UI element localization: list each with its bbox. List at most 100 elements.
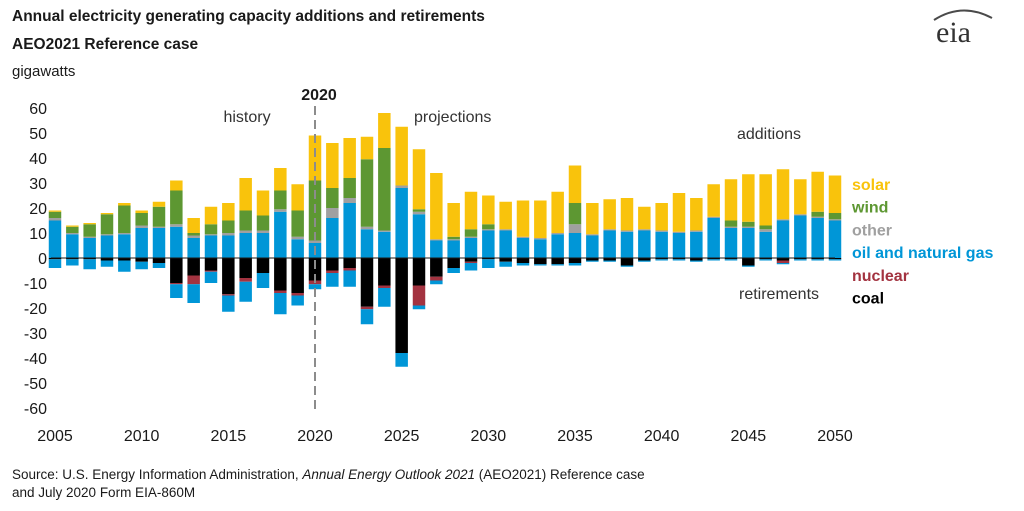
- bar-oil-and-natural-gas-retirement-2028: [447, 268, 460, 273]
- bar-wind-addition-2044: [724, 220, 738, 227]
- y-tick-label: 30: [29, 176, 47, 193]
- bar-oil-and-natural-gas-addition-2005: [48, 220, 62, 258]
- legend-item-oil-and-natural-gas: oil and natural gas: [852, 245, 993, 262]
- bar-coal-retirement-2033: [534, 258, 547, 265]
- bar-solar-addition-2046: [759, 174, 772, 226]
- bar-solar-addition-2011: [152, 201, 166, 207]
- bar-other-addition-2016: [239, 230, 252, 233]
- bar-oil-and-natural-gas-retirement-2037: [603, 260, 616, 262]
- bar-solar-addition-2015: [222, 203, 235, 221]
- bar-other-addition-2044: [724, 226, 738, 228]
- bar-solar-addition-2040: [655, 203, 668, 231]
- bar-other-addition-2024: [378, 230, 391, 232]
- bar-other-addition-2006: [66, 233, 79, 235]
- bar-solar-addition-2043: [707, 184, 720, 217]
- bar-oil-and-natural-gas-retirement-2039: [638, 260, 651, 262]
- bar-oil-and-natural-gas-addition-2013: [187, 238, 200, 258]
- bar-solar-addition-2026: [412, 149, 426, 210]
- bar-solar-addition-2016: [239, 178, 252, 211]
- bar-oil-and-natural-gas-addition-2018: [274, 211, 287, 258]
- bar-wind-addition-2007: [83, 224, 96, 237]
- bar-oil-and-natural-gas-addition-2008: [100, 235, 114, 258]
- bar-other-addition-2023: [360, 226, 374, 230]
- bar-coal-retirement-2043: [707, 258, 720, 260]
- y-tick-label: -20: [24, 301, 47, 318]
- bar-oil-and-natural-gas-addition-2015: [222, 235, 235, 258]
- bar-oil-and-natural-gas-retirement-2029: [464, 263, 478, 271]
- bar-coal-retirement-2041: [672, 258, 686, 260]
- bar-solar-addition-2006: [66, 225, 79, 227]
- bar-other-addition-2035: [568, 224, 582, 233]
- bar-other-addition-2049: [811, 216, 824, 218]
- bar-coal-retirement-2021: [326, 258, 339, 271]
- bar-other-addition-2010: [135, 225, 148, 228]
- additions-label: additions: [737, 126, 801, 143]
- bar-nuclear-retirement-2016: [239, 278, 252, 282]
- bar-oil-and-natural-gas-retirement-2015: [222, 295, 235, 312]
- bar-other-addition-2009: [118, 233, 131, 235]
- bar-solar-addition-2027: [430, 173, 443, 240]
- bar-solar-addition-2024: [378, 113, 391, 148]
- bar-oil-and-natural-gas-addition-2032: [516, 238, 530, 258]
- bar-wind-addition-2035: [568, 203, 582, 225]
- units-label: gigawatts: [12, 63, 76, 80]
- y-tick-label: 50: [29, 126, 47, 143]
- bar-other-addition-2043: [707, 216, 720, 218]
- bar-solar-addition-2036: [586, 203, 599, 235]
- chart-subtitle: AEO2021 Reference case: [12, 36, 199, 53]
- legend-item-nuclear: nuclear: [852, 268, 909, 285]
- bar-coal-retirement-2013: [187, 258, 200, 276]
- bar-oil-and-natural-gas-addition-2045: [742, 228, 755, 258]
- bar-oil-and-natural-gas-retirement-2049: [811, 259, 824, 261]
- bar-solar-addition-2049: [811, 171, 824, 212]
- bar-oil-and-natural-gas-retirement-2013: [187, 284, 200, 303]
- bar-oil-and-natural-gas-addition-2034: [551, 234, 564, 258]
- bar-other-addition-2037: [603, 229, 616, 231]
- bar-oil-and-natural-gas-retirement-2034: [551, 264, 564, 266]
- bar-oil-and-natural-gas-addition-2006: [66, 234, 79, 258]
- bar-oil-and-natural-gas-addition-2019: [291, 239, 304, 258]
- bar-oil-and-natural-gas-retirement-2009: [118, 260, 131, 272]
- bar-other-addition-2026: [412, 211, 426, 215]
- bar-coal-retirement-2027: [430, 258, 443, 277]
- bar-other-addition-2050: [828, 219, 842, 221]
- bar-oil-and-natural-gas-addition-2011: [152, 228, 166, 258]
- bar-oil-and-natural-gas-addition-2029: [464, 238, 478, 258]
- bar-oil-and-natural-gas-addition-2037: [603, 230, 616, 258]
- bar-coal-retirement-2036: [586, 258, 599, 261]
- bar-coal-retirement-2035: [568, 258, 582, 263]
- bar-solar-addition-2033: [534, 200, 547, 238]
- bar-oil-and-natural-gas-retirement-2024: [378, 288, 391, 307]
- y-tick-label: -30: [24, 326, 47, 343]
- x-tick-label: 2040: [644, 428, 680, 445]
- bar-oil-and-natural-gas-retirement-2010: [135, 261, 148, 270]
- bar-oil-and-natural-gas-addition-2038: [620, 231, 634, 258]
- bar-solar-addition-2020: [308, 135, 322, 181]
- bar-wind-addition-2009: [118, 205, 131, 233]
- bar-wind-addition-2012: [170, 190, 183, 225]
- bar-oil-and-natural-gas-addition-2026: [412, 214, 426, 258]
- bar-solar-addition-2034: [551, 191, 564, 233]
- bar-wind-addition-2006: [66, 226, 79, 233]
- bar-oil-and-natural-gas-addition-2046: [759, 231, 772, 258]
- bar-oil-and-natural-gas-retirement-2005: [48, 259, 62, 268]
- bar-coal-retirement-2039: [638, 258, 651, 261]
- bar-coal-retirement-2005: [48, 258, 62, 260]
- x-tick-label: 2010: [124, 428, 160, 445]
- bar-oil-and-natural-gas-addition-2040: [655, 231, 668, 258]
- bar-other-addition-2036: [586, 234, 599, 236]
- bar-oil-and-natural-gas-addition-2030: [482, 230, 495, 258]
- y-tick-label: -50: [24, 376, 47, 393]
- bar-solar-addition-2023: [360, 136, 374, 160]
- bar-coal-retirement-2012: [170, 258, 183, 283]
- bar-wind-addition-2045: [742, 221, 755, 227]
- bar-oil-and-natural-gas-addition-2042: [690, 231, 703, 258]
- bar-coal-retirement-2009: [118, 258, 131, 261]
- bar-coal-retirement-2018: [274, 258, 287, 291]
- bar-wind-addition-2014: [204, 224, 218, 235]
- bar-solar-addition-2039: [638, 206, 651, 230]
- bar-coal-retirement-2050: [828, 258, 842, 260]
- bar-coal-retirement-2046: [759, 258, 772, 260]
- bar-coal-retirement-2049: [811, 258, 824, 260]
- bar-oil-and-natural-gas-retirement-2038: [620, 265, 634, 267]
